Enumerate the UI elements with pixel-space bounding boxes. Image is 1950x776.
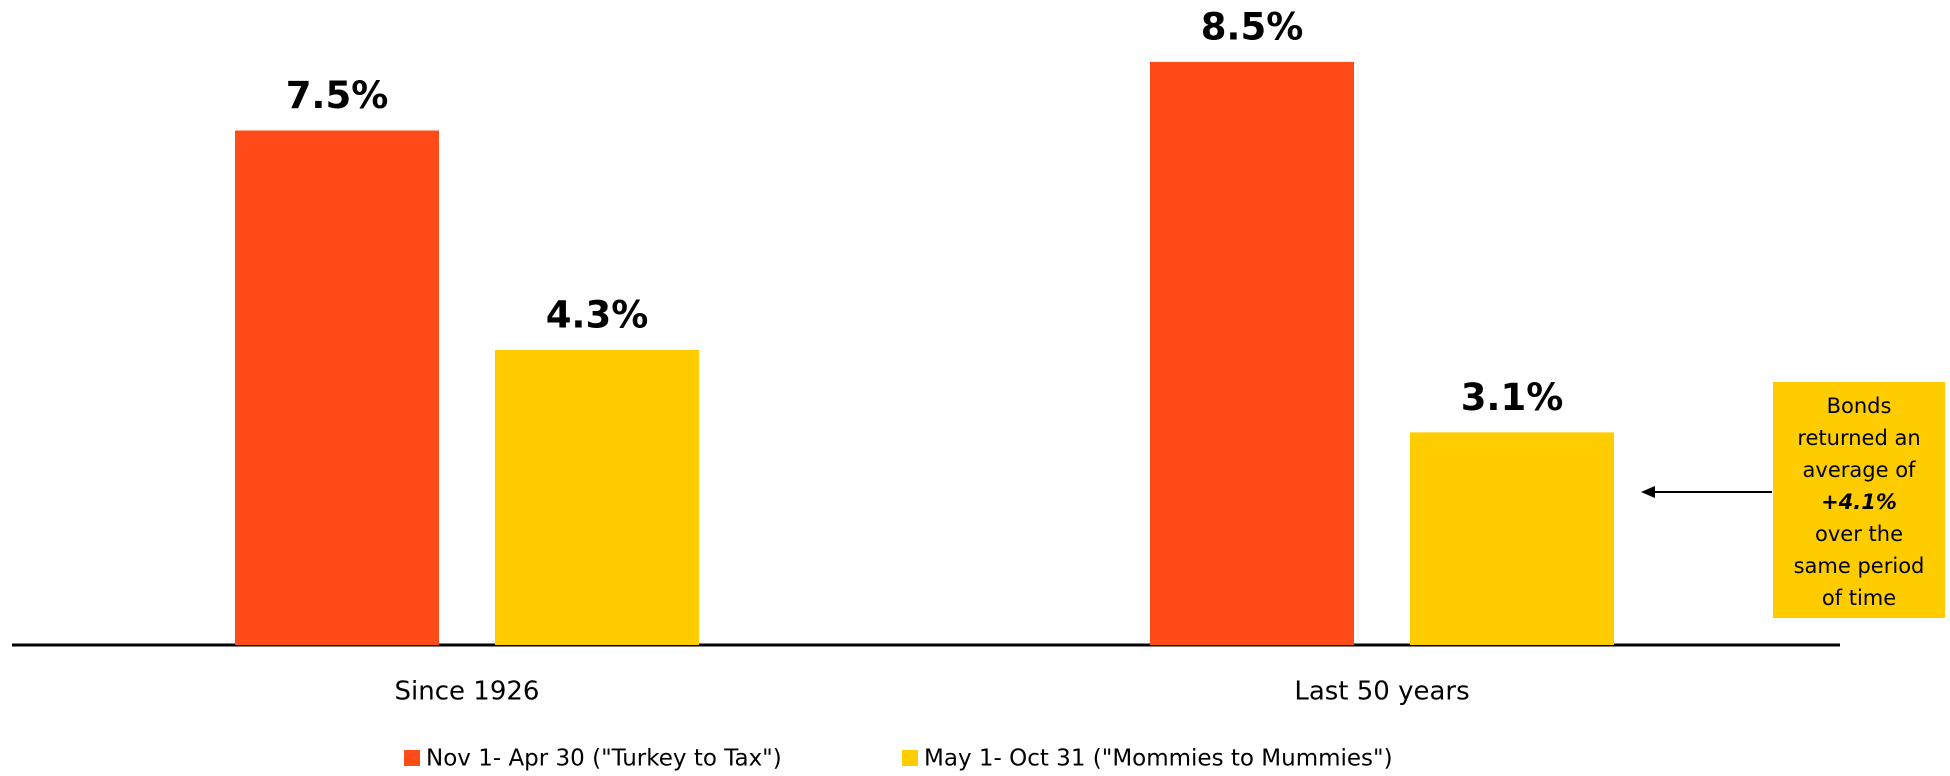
legend-label: Nov 1- Apr 30 ("Turkey to Tax") xyxy=(426,746,782,772)
bar xyxy=(1410,432,1614,645)
bar xyxy=(1150,61,1354,645)
value-label: 4.3% xyxy=(546,294,649,337)
annotation-box xyxy=(1773,382,1945,618)
x-tick-label: Last 50 years xyxy=(1294,677,1469,707)
value-label: 8.5% xyxy=(1201,5,1304,48)
value-label: 3.1% xyxy=(1461,376,1564,419)
annotation-text: over the xyxy=(1815,522,1903,546)
annotation-text: returned an xyxy=(1797,426,1920,450)
bar xyxy=(495,350,699,645)
value-label: 7.5% xyxy=(286,74,389,117)
legend-swatch xyxy=(902,750,918,766)
bar xyxy=(235,130,439,645)
legend-label: May 1- Oct 31 ("Mommies to Mummies") xyxy=(924,746,1393,772)
annotation-text: same period xyxy=(1794,554,1925,578)
annotation-text: Bonds xyxy=(1827,394,1892,418)
annotation-text: average of xyxy=(1803,458,1916,482)
annotation-highlight: +4.1% xyxy=(1821,490,1897,514)
arrow-head xyxy=(1641,486,1655,498)
x-tick-label: Since 1926 xyxy=(395,677,540,707)
annotation-text: of time xyxy=(1822,586,1896,610)
legend-swatch xyxy=(404,750,420,766)
